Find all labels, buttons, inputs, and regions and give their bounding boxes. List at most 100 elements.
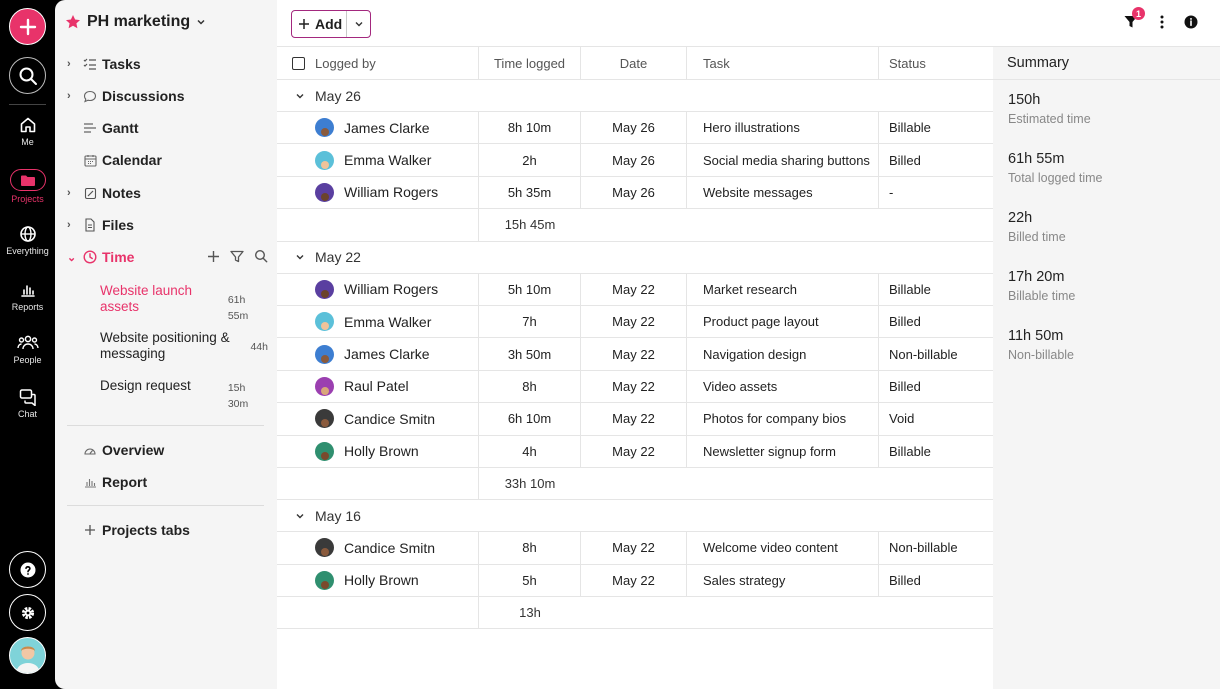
add-dropdown-button[interactable] (347, 19, 370, 29)
table-row[interactable]: James Clarke 3h 50m May 22 Navigation de… (277, 338, 993, 371)
table-row[interactable]: James Clarke 8h 10m May 26 Hero illustra… (277, 112, 993, 145)
summary-metric-total-logged: 61h 55m Total logged time (993, 151, 1220, 198)
table-row[interactable]: Emma Walker 2h May 26 Social media shari… (277, 144, 993, 177)
group-header[interactable]: May 26 (277, 80, 993, 112)
metric-value: 61h 55m (1008, 151, 1065, 167)
header-label: Time logged (493, 55, 566, 71)
cell-time: 8h (522, 378, 537, 394)
avatar (315, 409, 334, 429)
project-switcher[interactable]: PH marketing (65, 13, 206, 31)
add-button[interactable]: Add (291, 10, 371, 38)
help-button[interactable] (9, 551, 46, 588)
rail-item-people[interactable]: People (0, 334, 55, 365)
sidebar-item-overview[interactable]: Overview (67, 439, 164, 461)
sidebar-item-notes[interactable]: › Notes (67, 182, 141, 204)
group-header[interactable]: May 22 (277, 242, 993, 274)
add-button-main[interactable]: Add (292, 11, 347, 37)
filter-icon[interactable] (230, 250, 244, 263)
more-vertical-icon[interactable] (1160, 15, 1164, 29)
metric-label: Non-billable (1008, 348, 1075, 362)
avatar (315, 570, 334, 590)
cell-time: 8h 10m (507, 120, 552, 136)
search-icon[interactable] (254, 249, 268, 263)
user-avatar[interactable] (9, 637, 46, 674)
rail-item-label: Chat (17, 409, 37, 419)
gantt-icon (81, 122, 99, 134)
bar-chart-icon (20, 285, 35, 297)
group-total: 13h (519, 605, 541, 621)
cell-task: Sales strategy (703, 572, 786, 588)
col-logged-by[interactable]: Logged by (277, 47, 479, 79)
rail-item-reports[interactable]: Reports (0, 281, 55, 312)
group-header[interactable]: May 16 (277, 500, 993, 533)
filter-badge: 1 (1132, 7, 1145, 20)
cell-task: Video assets (703, 378, 778, 394)
avatar (315, 150, 334, 170)
cell-time: 7h (522, 314, 537, 330)
clock-icon (81, 250, 99, 264)
plus-icon[interactable] (207, 250, 220, 263)
table-row[interactable]: Holly Brown 4h May 22 Newsletter signup … (277, 435, 993, 468)
settings-button[interactable] (9, 594, 46, 631)
time-subitem-design-request[interactable]: Design request 15h 30m (100, 378, 268, 412)
home-icon (20, 117, 35, 133)
table-row[interactable]: Holly Brown 5h May 22 Sales strategy Bil… (277, 564, 993, 598)
cell-name: Emma Walker (344, 313, 432, 330)
sidebar-item-discussions[interactable]: › Discussions (67, 85, 184, 107)
table-row[interactable]: William Rogers 5h 35m May 26 Website mes… (277, 176, 993, 210)
create-button[interactable] (9, 8, 46, 45)
table-row[interactable]: William Rogers 5h 10m May 22 Market rese… (277, 273, 993, 306)
col-date[interactable]: Date (581, 47, 687, 79)
sidebar-item-gantt[interactable]: Gantt (67, 117, 139, 139)
sidebar-item-files[interactable]: › Files (67, 214, 134, 236)
filter-button[interactable]: 1 (1124, 7, 1145, 31)
sidebar-item-time[interactable]: ⌄ Time (67, 246, 134, 268)
summary-panel: Summary 150h Estimated time 61h 55m Tota… (993, 47, 1220, 689)
group-label: May 16 (315, 507, 361, 524)
projects-tabs-button[interactable]: Projects tabs (67, 519, 190, 541)
rail-item-chat[interactable]: Chat (0, 388, 55, 419)
time-tools (207, 249, 268, 263)
col-status[interactable]: Status (879, 47, 993, 79)
chevron-down-icon (355, 22, 362, 27)
table-row[interactable]: Raul Patel 8h May 22 Video assets Billed (277, 370, 993, 404)
chevron-down-icon (197, 19, 205, 25)
group-total: 15h 45m (504, 217, 556, 233)
checklist-icon (81, 58, 99, 70)
time-subitem-website-positioning[interactable]: Website positioning & messaging 44h (100, 330, 268, 362)
time-table: Logged by Time logged Date Task Status M… (277, 47, 993, 630)
rail-item-projects[interactable]: Projects (0, 169, 55, 204)
select-all-checkbox[interactable] (292, 56, 305, 70)
cell-task: Newsletter signup form (703, 443, 836, 459)
col-task[interactable]: Task (687, 47, 879, 79)
sidebar-item-tasks[interactable]: › Tasks (67, 53, 141, 75)
calendar-icon (81, 154, 99, 167)
sidebar-item-label: Discussions (102, 88, 185, 104)
sidebar-item-label: Gantt (102, 120, 139, 136)
file-icon (81, 218, 99, 232)
cell-name: William Rogers (344, 184, 439, 201)
sidebar-item-label: Time (102, 249, 135, 265)
summary-metric-billed: 22h Billed time (993, 210, 1220, 257)
cell-time: 2h (522, 152, 537, 168)
globe-icon (19, 226, 36, 242)
time-subitem-value: 15h 30m (227, 382, 249, 410)
table-row[interactable]: Emma Walker 7h May 22 Product page layou… (277, 305, 993, 339)
table-row[interactable]: Candice Smitn 6h 10m May 22 Photos for c… (277, 403, 993, 436)
time-subitem-website-launch-assets[interactable]: Website launch assets 61h 55m (100, 283, 268, 324)
sidebar-item-report[interactable]: Report (67, 471, 147, 493)
cell-task: Navigation design (703, 346, 807, 362)
col-time-logged[interactable]: Time logged (479, 47, 581, 79)
search-button[interactable] (9, 57, 46, 94)
cell-time: 5h 10m (507, 281, 552, 297)
cell-name: Candice Smitn (344, 539, 436, 556)
rail-item-me[interactable]: Me (0, 116, 55, 147)
info-icon[interactable] (1184, 15, 1198, 29)
avatar (315, 376, 334, 396)
rail-item-everything[interactable]: Everything (0, 225, 55, 256)
sidebar-item-calendar[interactable]: Calendar (67, 149, 162, 171)
table-row[interactable]: Candice Smitn 8h May 22 Welcome video co… (277, 532, 993, 565)
metric-value: 11h 50m (1008, 328, 1064, 344)
app-rail: Me Projects Everything Reports People Ch… (0, 0, 55, 689)
search-icon (19, 67, 37, 85)
